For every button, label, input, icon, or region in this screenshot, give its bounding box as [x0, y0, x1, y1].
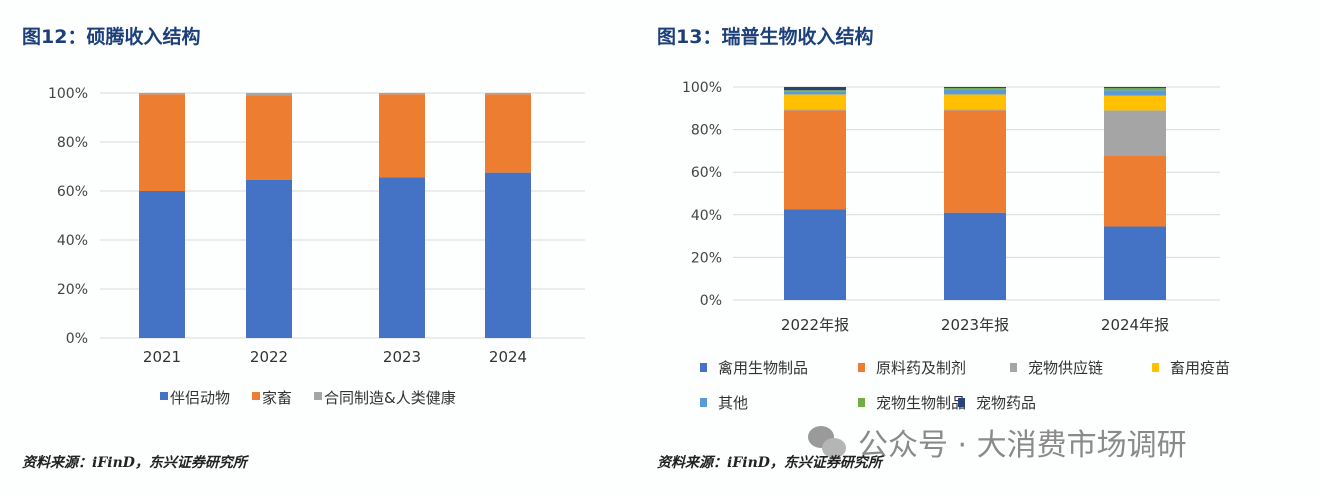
legend-swatch: [160, 392, 168, 400]
legend-label: 伴侣动物: [170, 389, 230, 407]
wechat-icon: [808, 422, 848, 462]
chart2-ytick-label: 60%: [691, 165, 722, 181]
chart1-ytick-label: 0%: [66, 331, 88, 347]
legend-swatch: [858, 363, 865, 372]
chart1-source: 资料来源：iFinD，东兴证券研究所: [22, 455, 247, 471]
chart1-ytick-label: 40%: [57, 233, 88, 249]
legend-swatch: [1152, 363, 1159, 372]
legend-label: 其他: [718, 394, 748, 412]
chart1-bar-2022-合同制造&人类健康: [246, 93, 292, 96]
chart2-bar-2024年报-畜用疫苗: [1104, 95, 1166, 111]
legend-label: 宠物供应链: [1028, 359, 1103, 377]
legend-label: 家畜: [262, 389, 292, 407]
chart1-xtick-label: 2024: [489, 348, 527, 366]
chart2-bar-2022年报-其他: [784, 91, 846, 95]
chart2-bar-2024年报-其他: [1104, 90, 1166, 96]
chart2-ytick-label: 0%: [700, 293, 722, 309]
chart2-bar-2024年报-宠物药品: [1104, 87, 1166, 89]
chart1-xtick-label: 2022: [250, 348, 288, 366]
chart2-bar-2023年报-禽用生物制品: [944, 212, 1006, 300]
chart2-ytick-label: 80%: [691, 123, 722, 139]
chart2-bar-2023年报-宠物生物制品: [944, 88, 1006, 90]
chart2-bar-2022年报-宠物生物制品: [784, 90, 846, 92]
chart1-bar-2021-合同制造&人类健康: [139, 93, 185, 95]
chart2-xtick-label: 2023年报: [941, 316, 1009, 334]
legend-label: 合同制造&人类健康: [324, 389, 456, 407]
legend-swatch: [700, 398, 707, 407]
chart2-ytick-label: 20%: [691, 250, 722, 266]
chart2-xtick-label: 2024年报: [1101, 316, 1169, 334]
chart1-ytick-label: 20%: [57, 282, 88, 298]
chart2-source: 资料来源：iFinD，东兴证券研究所: [657, 455, 882, 471]
chart2-bar-2022年报-宠物供应链: [784, 109, 846, 111]
chart2-bar-2023年报-原料药及制剂: [944, 110, 1006, 213]
chart1-title: 图12：硕腾收入结构: [22, 26, 201, 48]
chart1-bar-2021-伴侣动物: [139, 191, 185, 338]
chart1-bar-2024-伴侣动物: [485, 172, 531, 338]
watermark: 公众号 · 大消费市场调研: [808, 420, 1187, 464]
legend-swatch: [958, 398, 965, 407]
chart2-bar-2022年报-宠物药品: [784, 87, 846, 91]
chart2-bar-2024年报-原料药及制剂: [1104, 155, 1166, 227]
chart1-bar-2022-伴侣动物: [246, 179, 292, 338]
chart2-ytick-label: 40%: [691, 208, 722, 224]
chart2-bar-2023年报-其他: [944, 89, 1006, 95]
legend-label: 宠物药品: [976, 394, 1036, 412]
chart1-bar-2024-家畜: [485, 94, 531, 173]
chart2-bar-2022年报-原料药及制剂: [784, 110, 846, 210]
legend-swatch: [252, 392, 260, 400]
chart1-bar-2023-伴侣动物: [379, 177, 425, 338]
chart2-xtick-label: 2022年报: [781, 316, 849, 334]
chart2-bar-2024年报-宠物供应链: [1104, 110, 1166, 156]
chart2-bar-2024年报-禽用生物制品: [1104, 226, 1166, 300]
chart2-bar-2023年报-宠物药品: [944, 87, 1006, 89]
chart1-bar-2022-家畜: [246, 95, 292, 180]
legend-label: 禽用生物制品: [718, 359, 808, 377]
chart1-bar-2023-家畜: [379, 94, 425, 178]
legend-swatch: [1010, 363, 1017, 372]
chart2-bar-2022年报-禽用生物制品: [784, 209, 846, 300]
chart1-ytick-label: 80%: [57, 135, 88, 151]
chart2-bar-2024年报-宠物生物制品: [1104, 88, 1166, 91]
chart1-ytick-label: 60%: [57, 184, 88, 200]
chart1-bar-2023-合同制造&人类健康: [379, 93, 425, 95]
watermark-text: 公众号 · 大消费市场调研: [858, 428, 1187, 463]
chart1-bar-2021-家畜: [139, 94, 185, 191]
legend-swatch: [700, 363, 707, 372]
chart2-title: 图13：瑞普生物收入结构: [657, 26, 874, 48]
chart2-ytick-label: 100%: [682, 80, 722, 96]
chart1-xtick-label: 2023: [383, 348, 421, 366]
legend-label: 畜用疫苗: [1170, 359, 1230, 377]
chart1-bar-2024-合同制造&人类健康: [485, 93, 531, 95]
legend-swatch: [858, 398, 865, 407]
chart1-xtick-label: 2021: [143, 348, 181, 366]
chart2-bar-2023年报-畜用疫苗: [944, 94, 1006, 110]
legend-label: 宠物生物制品: [876, 394, 966, 412]
chart2-bar-2023年报-宠物供应链: [944, 109, 1006, 111]
legend-label: 原料药及制剂: [876, 359, 966, 377]
chart1-ytick-label: 100%: [48, 86, 88, 102]
legend-swatch: [314, 392, 322, 400]
chart2-bar-2022年报-畜用疫苗: [784, 94, 846, 110]
